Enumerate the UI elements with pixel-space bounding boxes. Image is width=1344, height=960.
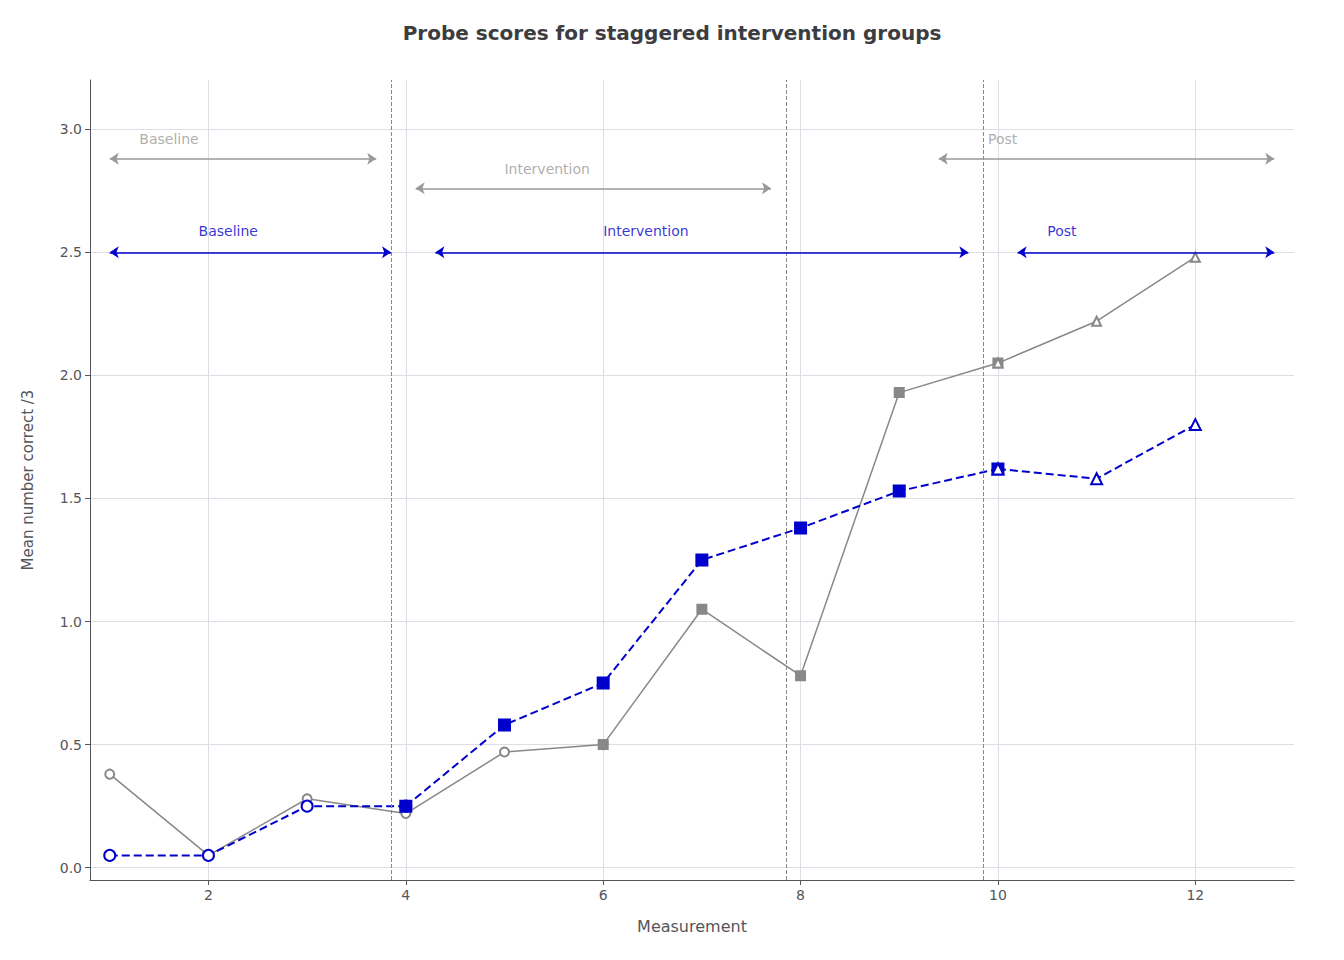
- svg-text:Probe scores for staggered int: Probe scores for staggered intervention …: [403, 21, 942, 45]
- svg-text:4: 4: [401, 887, 410, 903]
- svg-text:2.0: 2.0: [60, 367, 82, 383]
- svg-text:8: 8: [796, 887, 805, 903]
- svg-text:Mean number correct /3: Mean number correct /3: [19, 390, 37, 571]
- svg-text:Intervention: Intervention: [603, 223, 688, 239]
- svg-text:Baseline: Baseline: [199, 223, 258, 239]
- svg-text:2: 2: [204, 887, 213, 903]
- svg-text:0.0: 0.0: [60, 860, 82, 876]
- svg-text:10: 10: [989, 887, 1007, 903]
- svg-text:0.5: 0.5: [60, 737, 82, 753]
- svg-text:3.0: 3.0: [60, 121, 82, 137]
- svg-text:2.5: 2.5: [60, 244, 82, 260]
- svg-text:Post: Post: [988, 131, 1018, 147]
- svg-text:1.5: 1.5: [60, 490, 82, 506]
- svg-text:Baseline: Baseline: [139, 131, 198, 147]
- svg-text:6: 6: [599, 887, 608, 903]
- svg-text:1.0: 1.0: [60, 614, 82, 630]
- svg-text:12: 12: [1186, 887, 1204, 903]
- svg-text:Post: Post: [1047, 223, 1077, 239]
- svg-text:Intervention: Intervention: [504, 161, 589, 177]
- svg-text:Measurement: Measurement: [637, 917, 747, 936]
